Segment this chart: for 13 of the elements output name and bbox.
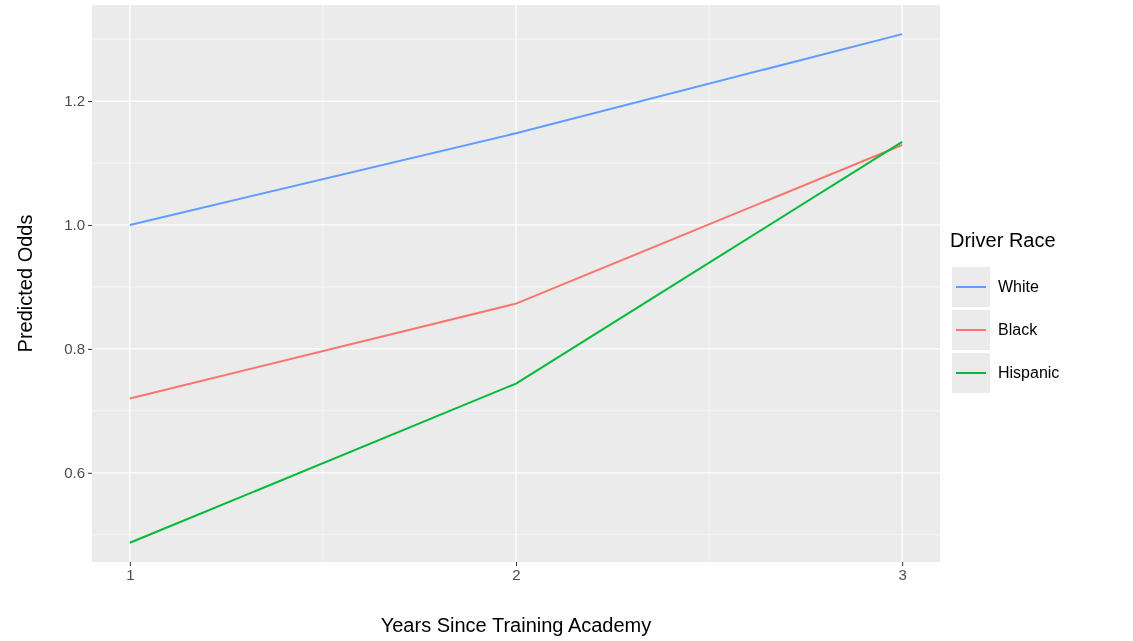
legend-label: White <box>998 278 1039 295</box>
legend-title: Driver Race <box>950 229 1056 251</box>
x-tick-label: 2 <box>512 565 521 583</box>
y-axis-title: Predicted Odds <box>14 214 36 353</box>
x-tick-label: 3 <box>898 565 907 583</box>
y-tick-label: 1.0 <box>64 216 85 234</box>
y-tick-label: 0.6 <box>64 464 85 482</box>
y-tick-label: 0.8 <box>64 340 85 358</box>
y-tick-label: 1.2 <box>64 92 85 110</box>
x-tick-label: 1 <box>126 565 135 583</box>
legend-label: Black <box>998 321 1039 338</box>
x-axis-title: Years Since Training Academy <box>380 614 652 636</box>
legend-label: Hispanic <box>998 364 1060 381</box>
